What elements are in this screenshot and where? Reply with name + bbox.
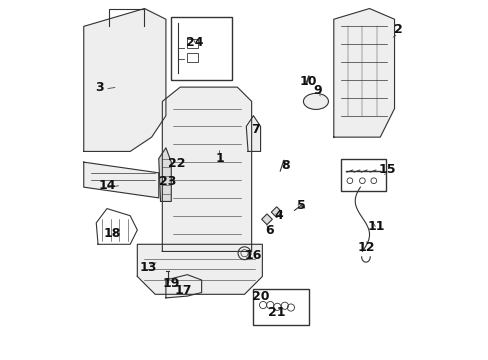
Text: 21: 21 <box>267 306 285 319</box>
Text: 14: 14 <box>98 179 116 192</box>
Text: 6: 6 <box>264 224 273 237</box>
Text: 16: 16 <box>244 248 262 261</box>
Text: 8: 8 <box>281 159 289 172</box>
Bar <box>340 158 385 191</box>
Polygon shape <box>333 9 394 137</box>
Text: 10: 10 <box>299 75 316 88</box>
Text: 9: 9 <box>313 84 322 97</box>
Text: 19: 19 <box>162 277 180 290</box>
Text: 13: 13 <box>139 261 157 274</box>
Bar <box>171 18 231 80</box>
Bar <box>187 39 198 48</box>
Text: 17: 17 <box>175 284 192 297</box>
Polygon shape <box>271 207 282 217</box>
Polygon shape <box>83 9 165 152</box>
Text: 15: 15 <box>378 163 395 176</box>
Text: 20: 20 <box>251 289 269 303</box>
Polygon shape <box>137 244 262 294</box>
Bar <box>187 53 198 62</box>
Text: 4: 4 <box>273 209 282 222</box>
Bar <box>253 289 308 325</box>
Text: 22: 22 <box>167 157 185 170</box>
Polygon shape <box>261 214 272 225</box>
Ellipse shape <box>303 93 328 109</box>
Text: 18: 18 <box>103 227 121 240</box>
Text: 11: 11 <box>367 220 385 233</box>
Text: 2: 2 <box>393 23 402 36</box>
Text: 12: 12 <box>356 241 374 255</box>
Text: 7: 7 <box>250 123 259 136</box>
Text: 1: 1 <box>215 152 224 165</box>
Text: 23: 23 <box>159 175 176 188</box>
Polygon shape <box>246 116 260 152</box>
Text: 24: 24 <box>185 36 203 49</box>
Text: 3: 3 <box>95 81 104 94</box>
Polygon shape <box>83 162 159 198</box>
Polygon shape <box>162 87 251 251</box>
Polygon shape <box>159 148 171 202</box>
Polygon shape <box>165 275 201 298</box>
Text: 5: 5 <box>297 198 305 212</box>
